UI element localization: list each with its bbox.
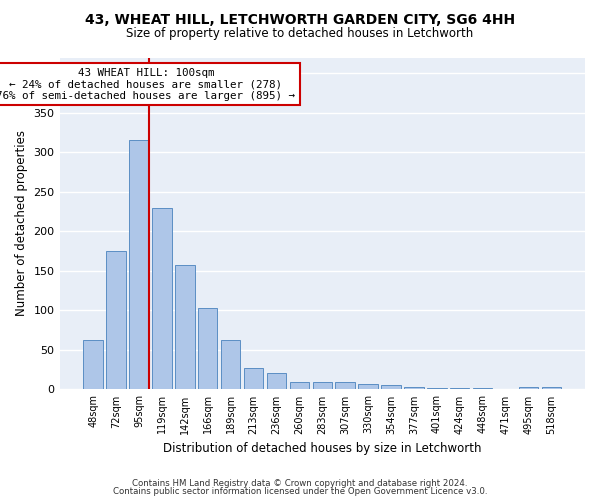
Bar: [473, 388, 493, 390]
Bar: [106, 251, 126, 390]
Text: 43, WHEAT HILL, LETCHWORTH GARDEN CITY, SG6 4HH: 43, WHEAT HILL, LETCHWORTH GARDEN CITY, …: [85, 12, 515, 26]
Bar: [198, 308, 217, 390]
Bar: [221, 340, 241, 390]
X-axis label: Distribution of detached houses by size in Letchworth: Distribution of detached houses by size …: [163, 442, 482, 455]
Bar: [244, 368, 263, 390]
Bar: [496, 388, 515, 390]
Bar: [175, 266, 194, 390]
Bar: [404, 387, 424, 390]
Y-axis label: Number of detached properties: Number of detached properties: [15, 130, 28, 316]
Text: Contains HM Land Registry data © Crown copyright and database right 2024.: Contains HM Land Registry data © Crown c…: [132, 478, 468, 488]
Text: Size of property relative to detached houses in Letchworth: Size of property relative to detached ho…: [127, 28, 473, 40]
Bar: [450, 388, 469, 390]
Bar: [381, 386, 401, 390]
Bar: [427, 388, 446, 390]
Bar: [313, 382, 332, 390]
Bar: [129, 140, 149, 390]
Bar: [152, 208, 172, 390]
Bar: [83, 340, 103, 390]
Bar: [267, 373, 286, 390]
Text: 43 WHEAT HILL: 100sqm
← 24% of detached houses are smaller (278)
76% of semi-det: 43 WHEAT HILL: 100sqm ← 24% of detached …: [0, 68, 295, 101]
Text: Contains public sector information licensed under the Open Government Licence v3: Contains public sector information licen…: [113, 487, 487, 496]
Bar: [358, 384, 378, 390]
Bar: [335, 382, 355, 390]
Bar: [519, 387, 538, 390]
Bar: [542, 387, 561, 390]
Bar: [290, 382, 309, 390]
